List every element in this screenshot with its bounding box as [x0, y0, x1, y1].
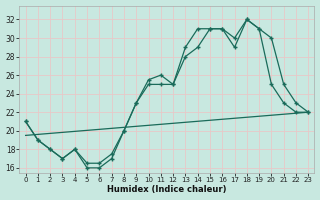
- X-axis label: Humidex (Indice chaleur): Humidex (Indice chaleur): [107, 185, 227, 194]
